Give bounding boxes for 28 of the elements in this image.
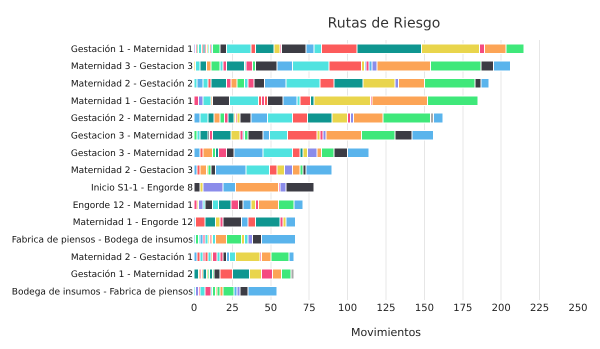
x-tick-label: 250 bbox=[568, 303, 588, 314]
y-tick-label: Maternidad 3 - Gestacion 3 bbox=[70, 62, 193, 72]
y-tick-label: Gestacion 3 - Maternidad 3 bbox=[70, 131, 193, 142]
y-tick-label: Gestacion 3 - Maternidad 2 bbox=[70, 148, 193, 159]
x-tick-label: 150 bbox=[414, 303, 434, 314]
y-tick-label: Maternidad 2 - Gestación 1 bbox=[70, 252, 193, 263]
y-tick-label: Maternidad 2 - Gestacion 3 bbox=[70, 166, 193, 176]
x-tick-label: 125 bbox=[376, 303, 396, 314]
y-tick-label: Gestación 1 - Maternidad 2 bbox=[70, 269, 193, 280]
y-tick-label: Maternidad 2 - Gestación 2 bbox=[70, 78, 193, 90]
x-tick-label: 75 bbox=[302, 303, 316, 314]
y-tick-label: Gestación 1 - Maternidad 1 bbox=[70, 44, 193, 55]
x-axis-title: Movimientos bbox=[350, 326, 422, 340]
x-tick-label: 100 bbox=[338, 303, 358, 314]
y-tick-label: Maternidad 1 - Gestación 1 bbox=[70, 96, 193, 107]
y-tick-label: Fabrica de piensos - Bodega de insumos bbox=[12, 235, 194, 246]
y-tick-label: Maternidad 1 - Engorde 12 bbox=[72, 218, 193, 228]
x-tick-label: 200 bbox=[492, 303, 511, 314]
chart-title: Rutas de Riesgo bbox=[328, 15, 440, 32]
x-tick-label: 25 bbox=[226, 303, 239, 314]
y-tick-label: Bodega de insumos - Fabrica de piensos bbox=[12, 287, 194, 298]
y-tick-label: Engorde 12 - Maternidad 1 bbox=[72, 200, 193, 211]
x-tick-label: 50 bbox=[264, 303, 278, 314]
x-tick-label: 225 bbox=[530, 303, 550, 314]
y-tick-label: Inicio S1-1 - Engorde 8 bbox=[90, 183, 194, 194]
y-tick-label: Gestación 2 - Maternidad 2 bbox=[70, 113, 193, 124]
x-tick-label: 175 bbox=[453, 303, 472, 314]
x-tick-label: 0 bbox=[190, 303, 198, 314]
